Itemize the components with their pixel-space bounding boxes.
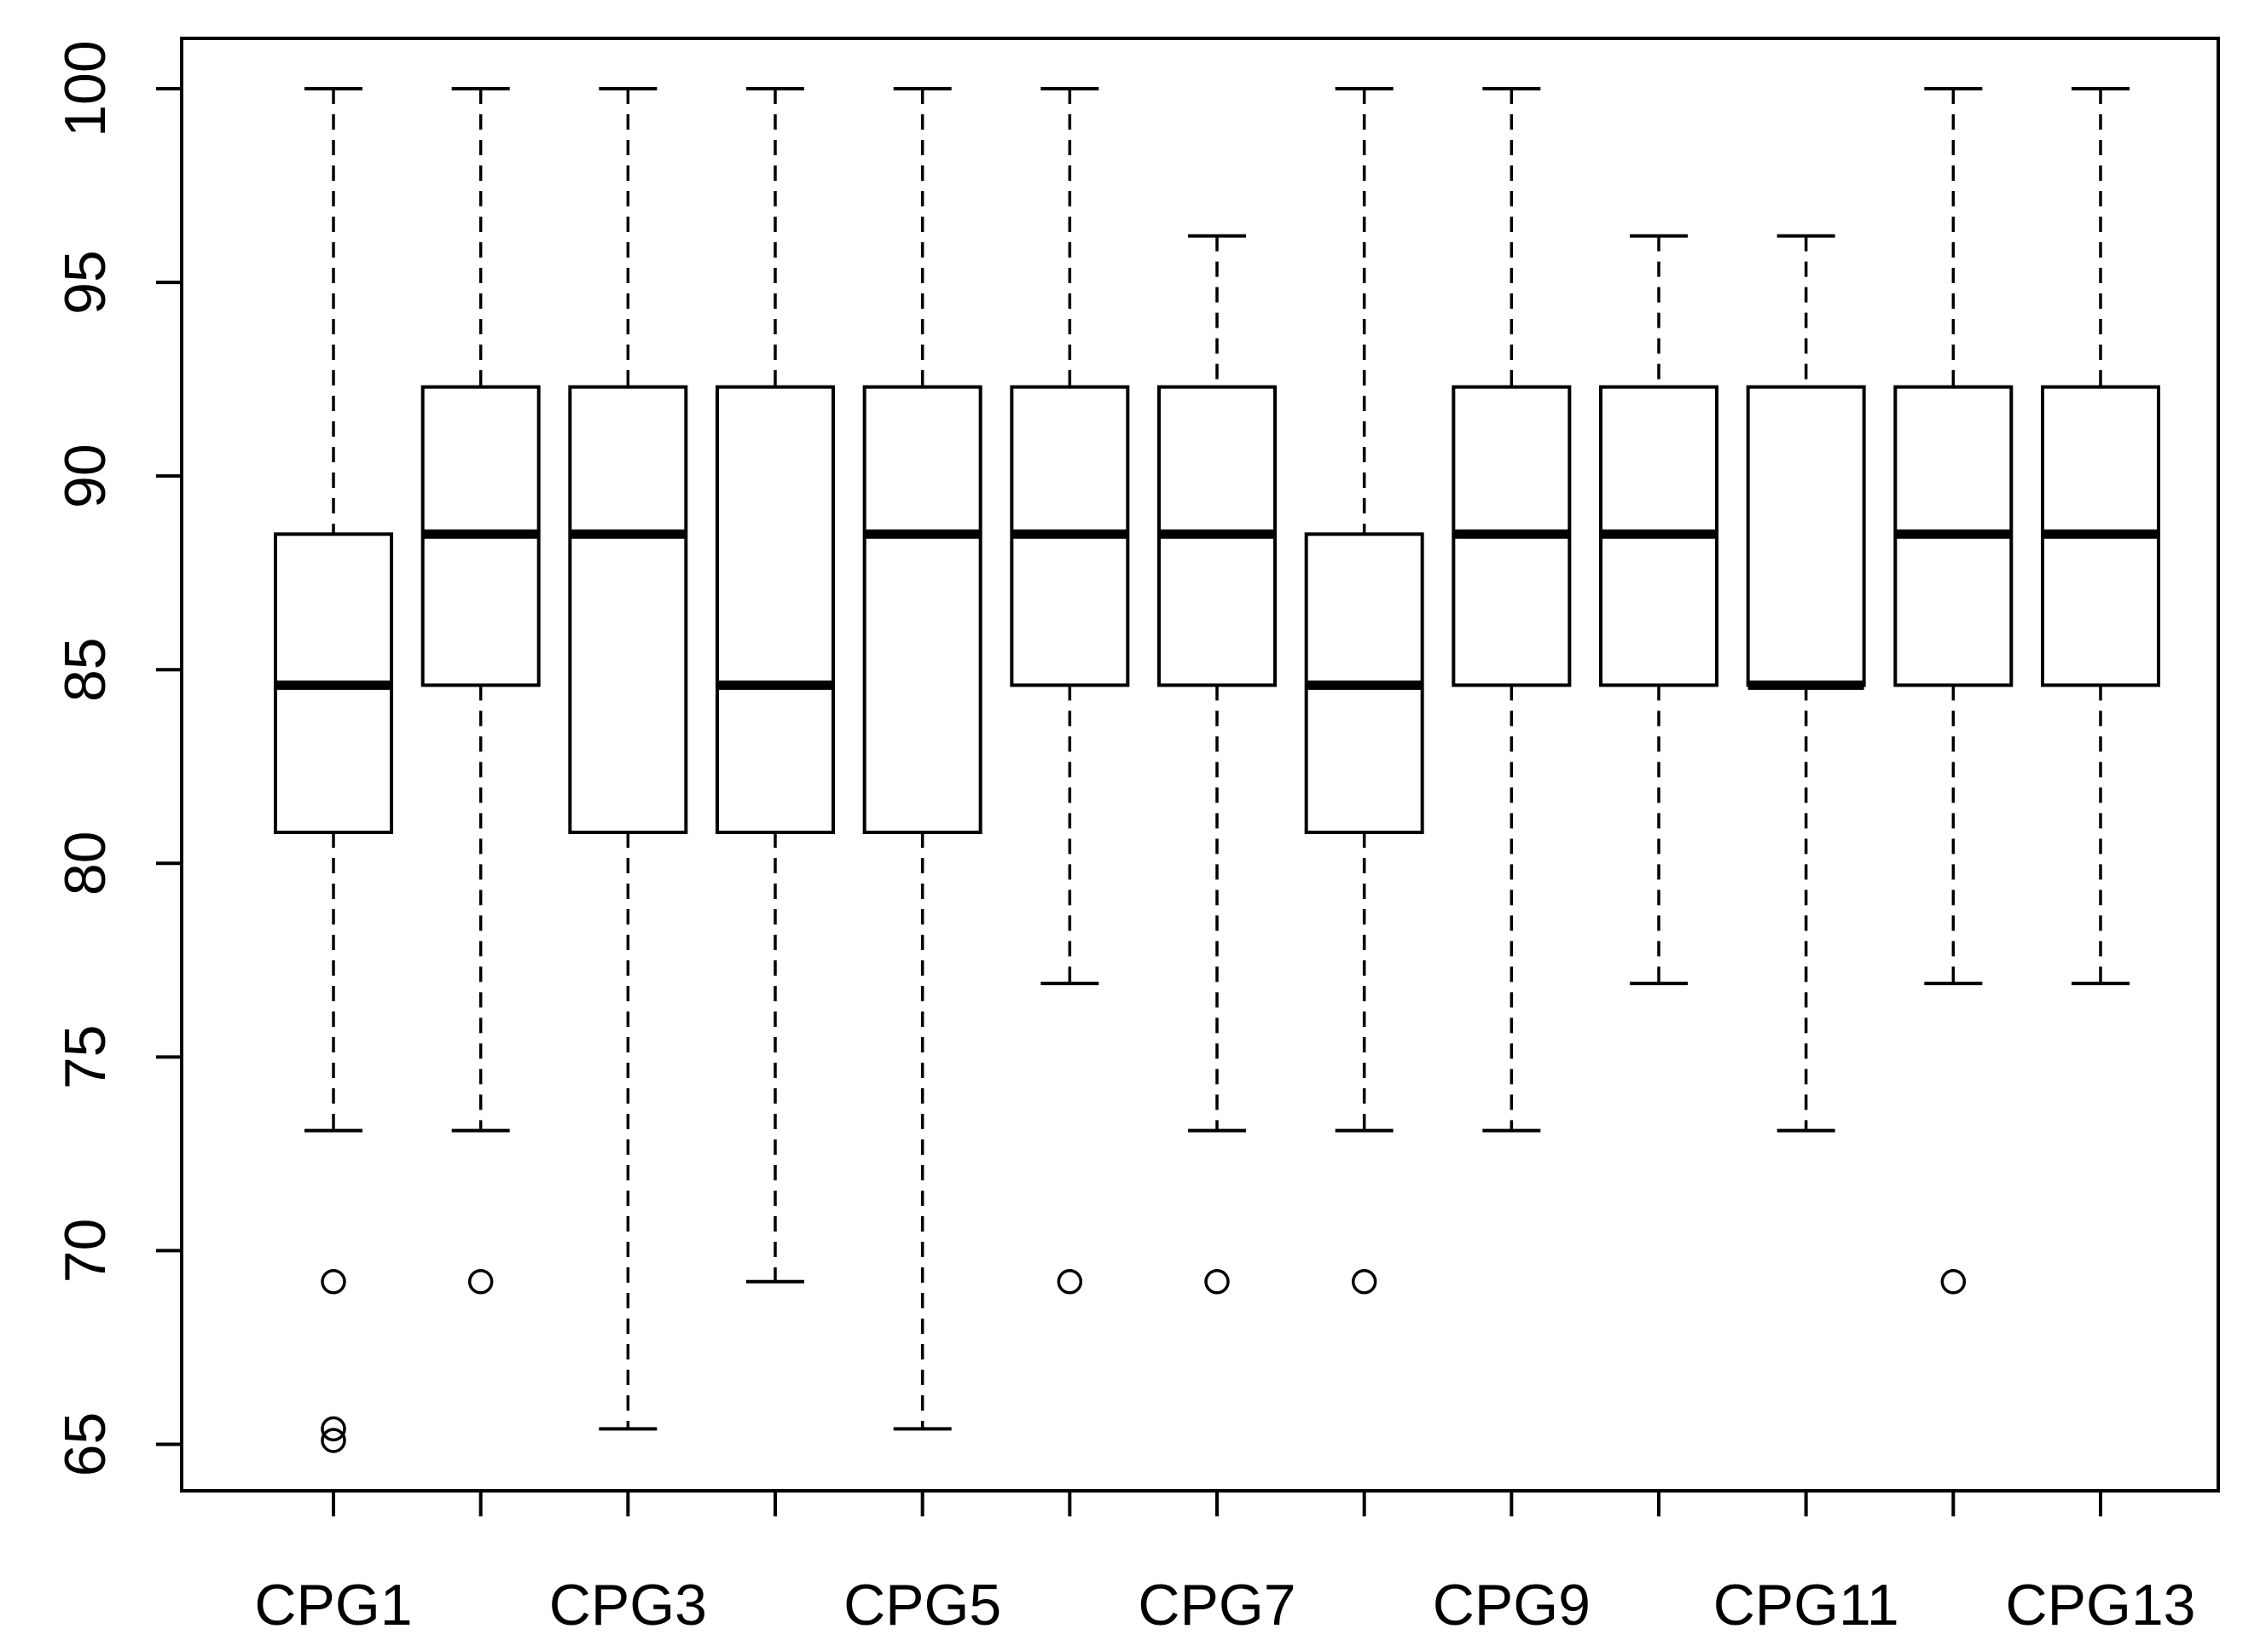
box-cpg4 (716, 87, 835, 1284)
x-tick-label: CPG3 (549, 1573, 707, 1638)
y-tick-label: 75 (53, 1025, 118, 1090)
iqr-box (716, 385, 835, 834)
iqr-box (862, 385, 982, 834)
iqr-box (1746, 385, 1866, 687)
x-axis: CPG1 CPG3 CPG5 CPG7 CPG9 CPG11 CPG13 (254, 1489, 2196, 1638)
y-tick-label: 100 (53, 40, 118, 136)
box-cpg9 (1452, 87, 1572, 1133)
box-cpg10 (1599, 234, 1718, 986)
outlier-point (321, 1269, 346, 1295)
outlier-point (321, 1428, 346, 1453)
box-cpg11 (1746, 234, 1866, 1133)
x-tick-label: CPG13 (2006, 1573, 2196, 1638)
iqr-box (568, 385, 688, 834)
outlier-point (467, 1269, 494, 1295)
box-cpg6 (1010, 87, 1130, 1295)
box-cpg13 (2041, 87, 2160, 986)
box-cpg5 (862, 87, 982, 1431)
box-cpg3 (568, 87, 688, 1431)
outlier-point (1351, 1269, 1377, 1295)
box-cpg1 (274, 87, 393, 1453)
y-tick-label: 70 (53, 1219, 118, 1284)
x-tick-label: CPG11 (1713, 1573, 1899, 1638)
x-tick-label: CPG5 (843, 1573, 1001, 1638)
y-tick-label: 95 (53, 250, 118, 315)
y-axis: 65 70 75 80 85 90 95 100 (53, 40, 183, 1477)
box-cpg12 (1893, 87, 2014, 1295)
y-tick-label: 85 (53, 637, 118, 702)
outlier-point (321, 1416, 346, 1442)
box-cpg2 (420, 87, 541, 1295)
boxes-layer (274, 87, 2160, 1453)
box-cpg8 (1304, 87, 1424, 1295)
y-tick-label: 80 (53, 831, 118, 896)
outlier-point (1057, 1269, 1083, 1295)
outlier-point (1204, 1269, 1230, 1295)
x-tick-label: CPG7 (1138, 1573, 1295, 1638)
box-cpg7 (1157, 234, 1277, 1295)
y-tick-label: 65 (53, 1412, 118, 1477)
x-tick-label: CPG9 (1433, 1573, 1591, 1638)
x-tick-label: CPG1 (254, 1573, 412, 1638)
outlier-point (1940, 1269, 1967, 1295)
y-tick-label: 90 (53, 443, 118, 508)
